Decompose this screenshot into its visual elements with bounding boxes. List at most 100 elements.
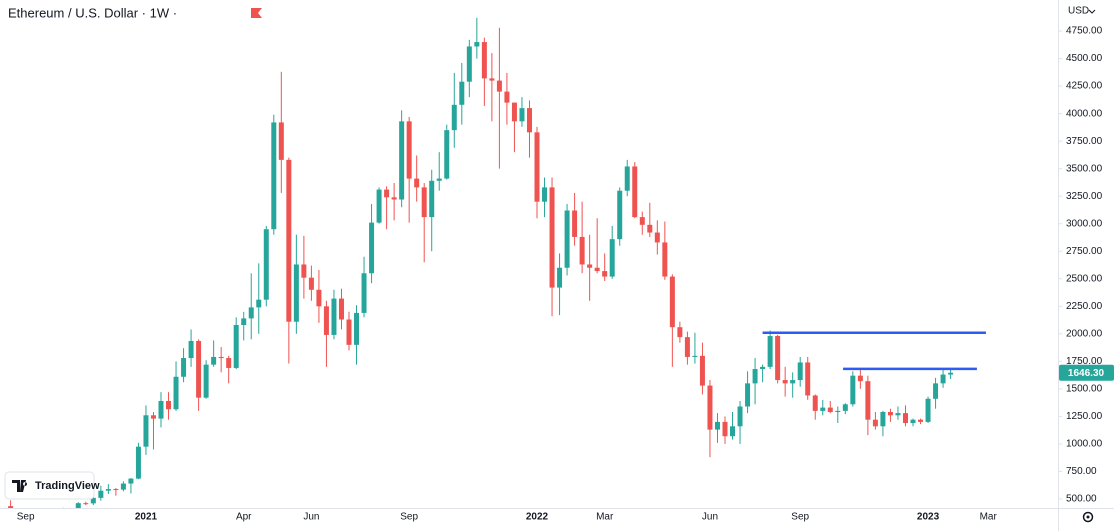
candle-body [850, 375, 856, 405]
candle-body [278, 122, 284, 160]
candle-body [692, 355, 698, 357]
y-tick-label: 1500.00 [1066, 384, 1103, 395]
candle-body [730, 426, 736, 437]
candle-body [880, 411, 886, 427]
candle-body [331, 298, 337, 335]
candle-body [436, 178, 442, 181]
gear[interactable] [1082, 511, 1094, 523]
candle-body [887, 411, 893, 416]
x-tick-label: Sep [400, 512, 418, 523]
candle-body [196, 340, 202, 398]
candle-body [820, 407, 826, 411]
logo-glyph[interactable] [12, 480, 28, 492]
candle-body [354, 312, 360, 345]
candle-body [925, 398, 931, 422]
candle-body [933, 383, 939, 399]
logo-box[interactable] [4, 471, 95, 500]
candle-body [797, 362, 803, 381]
candle-body [466, 46, 472, 82]
candle-body [481, 42, 487, 79]
brand-logo[interactable]: TradingView [4, 471, 100, 500]
candle-body [579, 236, 585, 265]
candle-body [143, 415, 149, 447]
candle-body [752, 369, 758, 384]
candle-body [760, 366, 766, 370]
candle-body [564, 210, 570, 268]
currency-chevron[interactable] [1088, 9, 1096, 14]
candle-body [519, 108, 525, 122]
candle-body [128, 478, 134, 484]
candle-body [271, 122, 277, 230]
candle-body [496, 80, 502, 92]
candle-body [549, 187, 555, 288]
plot-area [8, 17, 986, 508]
x-tick-label: 2022 [526, 512, 549, 523]
candle-body [624, 166, 630, 191]
logo-text[interactable]: TradingView [35, 480, 100, 492]
candle-body [361, 273, 367, 313]
candle-body [173, 376, 179, 410]
y-tick-label: 2000.00 [1066, 328, 1103, 339]
y-tick-label: 2500.00 [1066, 273, 1103, 284]
x-tick-label: Sep [17, 512, 35, 523]
candle-body [865, 381, 871, 420]
flag-icon[interactable] [251, 8, 262, 18]
x-tick-label: Mar [596, 512, 614, 523]
candle-body [150, 415, 156, 419]
candle-body [293, 264, 299, 322]
candle-body [617, 190, 623, 240]
candle-body [722, 421, 728, 437]
candle-body [594, 267, 600, 272]
candle-body [166, 400, 172, 410]
candle-body [211, 356, 217, 365]
currency-label[interactable]: USD [1068, 6, 1089, 17]
y-tick-label: 3500.00 [1066, 163, 1103, 174]
candle-body [474, 42, 480, 47]
candle-body [602, 271, 608, 277]
candle-body [286, 159, 292, 322]
candle-body [241, 318, 247, 326]
candle-body [414, 178, 420, 188]
candle-body [511, 102, 517, 122]
y-tick-label: 4000.00 [1066, 108, 1103, 119]
candle-body [323, 306, 329, 335]
candle-body [767, 336, 773, 367]
candle-body [699, 355, 705, 386]
candle-body [504, 91, 510, 103]
x-tick-label: 2021 [135, 512, 158, 523]
candle-body [120, 483, 126, 490]
candle-body [639, 217, 645, 225]
candle-body [376, 189, 382, 223]
candle-body [842, 404, 848, 411]
settings-icon[interactable] [1082, 511, 1094, 523]
candle-body [737, 406, 743, 427]
x-tick-label: Jun [702, 512, 718, 523]
candle-body [406, 121, 412, 179]
candle-body [632, 166, 638, 218]
y-tick-label: 3750.00 [1066, 136, 1103, 147]
candle-body [8, 506, 14, 508]
y-tick-label: 3250.00 [1066, 191, 1103, 202]
candle-body [910, 419, 916, 424]
candle-body [940, 374, 946, 384]
candle-body [542, 187, 548, 202]
gear-center[interactable] [1086, 515, 1090, 519]
candle-body [316, 289, 322, 307]
y-tick-label: 2750.00 [1066, 246, 1103, 257]
candle-body [338, 298, 344, 320]
y-tick-label: 500.00 [1066, 494, 1097, 505]
y-tick-label: 750.00 [1066, 466, 1097, 477]
candle-body [263, 229, 269, 300]
candle-body [158, 400, 164, 419]
candle-body [647, 224, 653, 233]
candle-body [827, 407, 833, 412]
candle-body [233, 325, 239, 368]
y-tick-label: 4750.00 [1066, 26, 1103, 37]
candle-body [248, 307, 254, 319]
candle-body [557, 267, 563, 288]
y-tick-label: 1000.00 [1066, 439, 1103, 450]
candle-body [218, 356, 224, 359]
candle-body [113, 489, 119, 491]
candle-body [782, 380, 788, 384]
